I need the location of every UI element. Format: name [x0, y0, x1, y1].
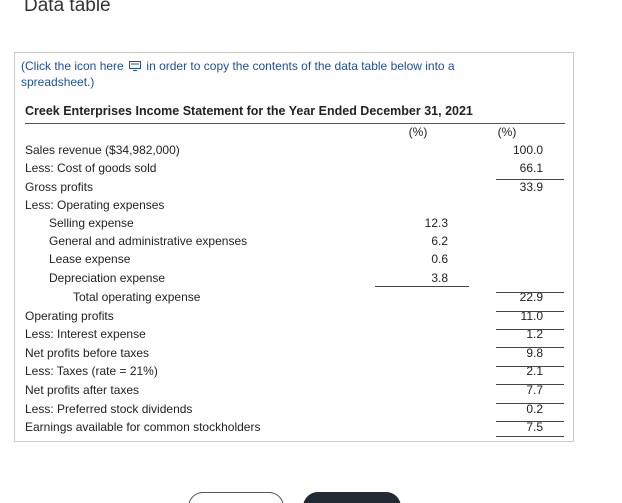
row-label: Less: Cost of goods sold [25, 161, 157, 175]
row-value-col2: 11.0 [520, 309, 543, 323]
row-value-col1: 3.8 [431, 271, 448, 285]
row-label: Less: Preferred stock dividends [25, 402, 193, 416]
row-value-col1: 12.3 [424, 216, 448, 230]
row-rule [496, 421, 564, 422]
row-value-col2: 9.8 [526, 346, 543, 360]
row-label: General and administrative expenses [49, 234, 248, 248]
row-value-col1: 0.6 [431, 252, 448, 266]
row-rule [496, 366, 564, 367]
row-value-col2: 33.9 [519, 180, 543, 194]
row-value-col1: 6.2 [431, 234, 448, 248]
row-label: Net profits before taxes [25, 346, 150, 360]
col-header-percent-2: (%) [497, 125, 517, 139]
secondary-button[interactable] [188, 492, 284, 503]
row-label: Net profits after taxes [25, 383, 140, 397]
row-value-col2: 2.1 [526, 364, 543, 378]
row-value-col2: 0.2 [526, 402, 543, 416]
row-label: Depreciation expense [49, 271, 166, 285]
row-value-col2: 22.9 [519, 290, 543, 304]
page-title: Data table [24, 0, 111, 16]
row-label: Sales revenue ($34,982,000) [25, 143, 180, 157]
row-value-col2: 66.1 [519, 161, 543, 175]
row-label: Less: Taxes (rate = 21%) [25, 364, 158, 378]
row-rule [496, 329, 564, 330]
data-table-panel: (Click the icon here in order to copy th… [14, 52, 574, 442]
row-value-col2: 100.0 [512, 143, 543, 157]
row-label: Gross profits [25, 180, 94, 194]
row-label: Lease expense [49, 252, 131, 266]
row-value-col2: 7.7 [526, 383, 543, 397]
row-label: Total operating expense [73, 290, 201, 304]
gross-profit-rule [496, 179, 564, 180]
row-label: Less: Interest expense [25, 327, 146, 341]
primary-button[interactable] [303, 492, 401, 503]
row-value-col2: 1.2 [526, 327, 543, 341]
row-rule [496, 403, 564, 404]
copy-icon[interactable] [129, 59, 142, 71]
operating-rule [496, 292, 564, 293]
copy-note-suffix: in order to copy the contents of the dat… [21, 59, 455, 89]
row-label: Less: Operating expenses [25, 198, 165, 212]
table-title: Creek Enterprises Income Statement for t… [25, 104, 473, 118]
row-label: Operating profits [25, 309, 114, 323]
subtotal-rule [375, 286, 469, 287]
row-label: Selling expense [49, 216, 134, 230]
bottom-rule [496, 436, 564, 437]
row-rule [496, 384, 564, 385]
copy-instructions: (Click the icon here in order to copy th… [21, 58, 501, 90]
row-rule [496, 347, 564, 348]
row-rule [496, 311, 564, 312]
title-divider [25, 123, 565, 124]
row-value-col2: 7.5 [526, 420, 543, 434]
copy-note-prefix: (Click the icon here [21, 59, 124, 73]
row-label: Earnings available for common stockholde… [25, 420, 261, 434]
col-header-percent-1: (%) [408, 125, 428, 139]
